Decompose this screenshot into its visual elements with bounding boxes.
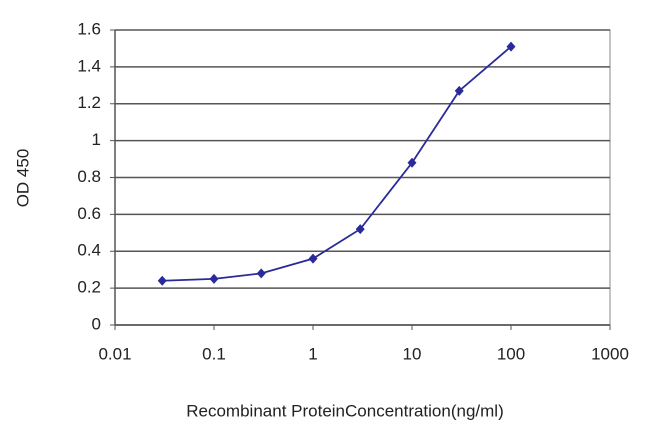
y-tick-label: 0.8: [77, 167, 101, 186]
data-point: [157, 275, 167, 286]
data-point: [407, 157, 417, 168]
data-point: [355, 224, 365, 235]
data-point: [209, 273, 219, 284]
x-tick-label: 10: [403, 344, 422, 363]
y-tick-label: 0.4: [77, 241, 101, 260]
y-tick-label: 1.4: [77, 56, 101, 75]
y-tick-label: 1.6: [77, 19, 101, 38]
x-tick-label: 1000: [591, 344, 629, 363]
data-point: [506, 41, 516, 52]
data-point: [454, 85, 464, 96]
x-tick-label: 0.1: [202, 344, 226, 363]
y-tick-label: 1.2: [77, 93, 101, 112]
x-axis-label: Recombinant ProteinConcentration(ng/ml): [186, 401, 504, 420]
data-point: [308, 253, 318, 264]
x-tick-label: 100: [497, 344, 525, 363]
x-tick-label: 1: [308, 344, 317, 363]
y-axis-label: OD 450: [13, 149, 32, 208]
y-tick-label: 0.6: [77, 204, 101, 223]
series-line: [162, 45, 512, 282]
y-tick-label: 0.2: [77, 278, 101, 297]
x-tick-label: 0.01: [98, 344, 131, 363]
y-tick-label: 0: [92, 314, 101, 333]
y-tick-label: 1: [92, 130, 101, 149]
data-point: [256, 268, 266, 279]
